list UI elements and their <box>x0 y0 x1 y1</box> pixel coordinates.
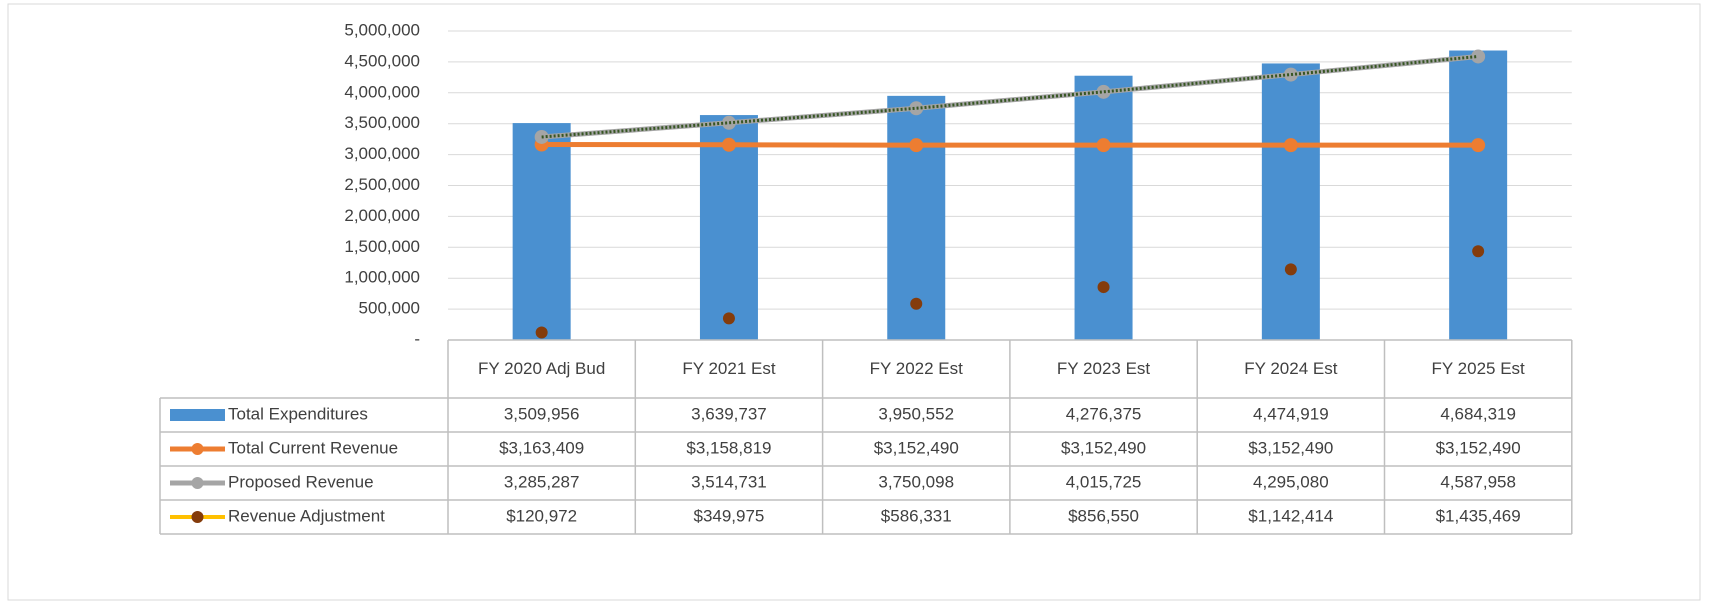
y-tick-label: 2,500,000 <box>344 175 420 194</box>
data-label: 4,474,919 <box>1253 404 1329 423</box>
data-label: 3,285,287 <box>504 472 580 491</box>
x-tick-label: FY 2021 Est <box>682 358 776 378</box>
data-label: $1,435,469 <box>1436 506 1521 525</box>
legend-key-marker <box>191 443 204 455</box>
y-tick-label: 3,500,000 <box>344 113 420 132</box>
bar <box>1074 75 1133 340</box>
data-label: 3,514,731 <box>691 472 767 491</box>
trendline <box>541 54 1479 139</box>
x-tick-label: FY 2020 Adj Bud <box>478 358 606 378</box>
marker <box>1096 84 1111 99</box>
data-label: $3,158,819 <box>686 438 771 457</box>
x-tick-label: FY 2023 Est <box>1056 358 1151 378</box>
x-tick-label: FY 2025 Est <box>1431 358 1525 378</box>
point <box>910 297 923 310</box>
marker <box>909 101 924 116</box>
marker <box>721 137 736 152</box>
y-tick-label: 3,000,000 <box>344 144 420 163</box>
data-label: $856,550 <box>1068 506 1139 525</box>
data-label: $3,152,490 <box>1248 438 1333 457</box>
data-label: 4,295,080 <box>1253 472 1329 491</box>
data-label: $3,152,490 <box>1061 438 1146 457</box>
data-label: $120,972 <box>506 506 577 525</box>
point <box>1284 263 1297 276</box>
data-label: $3,152,490 <box>874 438 959 457</box>
legend-key-marker <box>191 511 204 523</box>
category-header: FY 2025 Est <box>1431 358 1525 378</box>
marker <box>909 138 924 153</box>
data-label: 4,015,725 <box>1066 472 1142 491</box>
category-header: FY 2022 Est <box>869 358 963 378</box>
data-label: 4,276,375 <box>1066 404 1142 423</box>
bar <box>1449 50 1508 340</box>
data-label: 3,509,956 <box>504 404 580 423</box>
data-label: 4,684,319 <box>1440 404 1516 423</box>
marker <box>721 115 736 130</box>
category-header: FY 2021 Est <box>682 358 776 378</box>
point <box>1097 281 1110 294</box>
y-tick-label: 4,500,000 <box>344 51 420 70</box>
data-label: $3,152,490 <box>1436 438 1521 457</box>
legend-label: Total Expenditures <box>228 404 368 423</box>
marker <box>1471 49 1486 64</box>
marker <box>1471 138 1486 153</box>
data-label: $586,331 <box>881 506 952 525</box>
y-tick-label: 500,000 <box>359 299 420 318</box>
y-tick-label: 2,000,000 <box>344 206 420 225</box>
category-header: FY 2020 Adj Bud <box>478 358 606 378</box>
point <box>535 326 548 339</box>
x-tick-label: FY 2024 Est <box>1244 358 1338 378</box>
data-label: 3,950,552 <box>878 404 954 423</box>
legend-label: Revenue Adjustment <box>228 506 385 525</box>
y-tick-label: 1,500,000 <box>344 237 420 256</box>
y-tick-label: 4,000,000 <box>344 82 420 101</box>
category-header: FY 2024 Est <box>1244 358 1338 378</box>
bar <box>512 123 571 340</box>
category-header: FY 2023 Est <box>1056 358 1151 378</box>
legend-label: Proposed Revenue <box>228 472 374 491</box>
x-tick-label: FY 2022 Est <box>869 358 963 378</box>
marker <box>1283 67 1298 82</box>
legend-label: Total Current Revenue <box>228 438 398 457</box>
y-tick-label: 1,000,000 <box>344 268 420 287</box>
data-label: $349,975 <box>693 506 764 525</box>
y-tick-label: 5,000,000 <box>344 20 420 39</box>
data-label: $1,142,414 <box>1248 506 1333 525</box>
point <box>1472 245 1485 258</box>
data-label: $3,163,409 <box>499 438 584 457</box>
y-tick-label: - <box>414 329 420 348</box>
point <box>722 312 735 325</box>
legend-key <box>170 409 225 421</box>
data-label: 3,639,737 <box>691 404 767 423</box>
data-label: 4,587,958 <box>1440 472 1516 491</box>
legend-key-marker <box>191 477 204 489</box>
bar <box>699 115 758 340</box>
bar <box>1261 63 1320 340</box>
marker <box>1283 138 1298 153</box>
line <box>541 142 1479 148</box>
data-label: 3,750,098 <box>878 472 954 491</box>
marker <box>1096 138 1111 153</box>
